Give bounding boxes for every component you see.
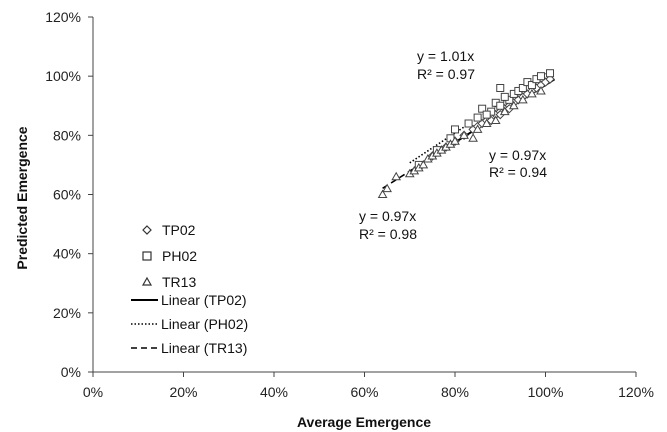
equation-tr13-slope: y = 0.97x: [359, 208, 416, 224]
point-tr13: [490, 115, 501, 125]
legend-label-tr13: TR13: [162, 274, 196, 290]
y-axis-ticks: 0% 20% 40% 60% 80% 100% 120%: [45, 9, 93, 380]
point-tr13: [468, 133, 478, 142]
y-tick-label: 100%: [45, 68, 81, 84]
legend-label-linear-ph02: Linear (PH02): [161, 316, 248, 332]
legend-label-linear-tr13: Linear (TR13): [161, 340, 247, 356]
diamond-marker-icon: [142, 225, 152, 235]
legend-label-tp02: TP02: [162, 222, 196, 238]
point-ph02: [464, 119, 473, 128]
legend-item-tr13: TR13: [141, 274, 196, 290]
point-ph02: [546, 69, 555, 78]
legend: TP02 PH02 TR13 Linear (TP02) Linear (PH0…: [131, 222, 248, 356]
legend-item-linear-tp02: Linear (TP02): [131, 292, 247, 308]
y-axis-title: Predicted Emergence: [14, 126, 30, 269]
data-points: [377, 69, 555, 198]
point-tr13: [536, 85, 546, 95]
x-tick-label: 20%: [169, 384, 197, 400]
legend-label-ph02: PH02: [162, 248, 197, 264]
equation-ph02-r2: R² = 0.97: [417, 66, 475, 82]
point-ph02: [496, 84, 505, 92]
point-ph02: [536, 72, 545, 81]
point-tr13: [508, 100, 519, 110]
point-ph02: [527, 81, 536, 90]
point-ph02: [451, 125, 459, 134]
y-tick-label: 120%: [45, 9, 81, 25]
x-tick-label: 100%: [528, 384, 564, 400]
legend-item-ph02: PH02: [142, 248, 197, 264]
point-tr13: [391, 171, 402, 181]
y-tick-label: 0%: [61, 364, 81, 380]
trendline-equations: y = 1.01x R² = 0.97 y = 0.97x R² = 0.94 …: [359, 48, 547, 242]
equation-tp02-slope: y = 0.97x: [489, 147, 546, 163]
point-tr13: [518, 94, 528, 104]
square-marker-icon: [142, 251, 152, 261]
x-axis-ticks: 0% 20% 40% 60% 80% 100% 120%: [83, 372, 654, 400]
y-tick-label: 60%: [53, 187, 81, 203]
point-tr13: [450, 136, 460, 145]
point-ph02: [518, 84, 527, 92]
point-tr13: [499, 106, 510, 116]
point-tr13: [382, 183, 392, 193]
x-tick-label: 60%: [350, 384, 378, 400]
point-tr13: [377, 189, 388, 198]
point-tr13: [481, 118, 492, 127]
legend-item-tp02: TP02: [142, 222, 196, 238]
equation-tp02-r2: R² = 0.94: [489, 164, 547, 180]
point-tr13: [472, 124, 483, 133]
y-tick-label: 80%: [53, 127, 81, 143]
point-ph02: [496, 101, 505, 110]
point-ph02: [473, 113, 482, 122]
equation-ph02-slope: y = 1.01x: [417, 48, 474, 64]
legend-item-linear-tr13: Linear (TR13): [131, 340, 247, 356]
x-tick-label: 120%: [618, 384, 654, 400]
equation-tr13-r2: R² = 0.98: [359, 226, 417, 242]
legend-item-linear-ph02: Linear (PH02): [131, 316, 248, 332]
x-tick-label: 80%: [441, 384, 469, 400]
point-ph02: [500, 92, 509, 101]
x-tick-label: 40%: [260, 384, 288, 400]
y-tick-label: 40%: [53, 246, 81, 262]
triangle-marker-icon: [141, 276, 153, 286]
legend-label-linear-tp02: Linear (TP02): [161, 292, 247, 308]
x-tick-label: 0%: [83, 384, 103, 400]
point-ph02: [482, 110, 491, 119]
point-ph02: [478, 104, 487, 113]
point-tr13: [418, 159, 429, 169]
point-tr13: [527, 88, 537, 98]
point-tr13: [459, 130, 469, 139]
x-axis-title: Average Emergence: [297, 414, 431, 430]
y-tick-label: 20%: [53, 305, 81, 321]
